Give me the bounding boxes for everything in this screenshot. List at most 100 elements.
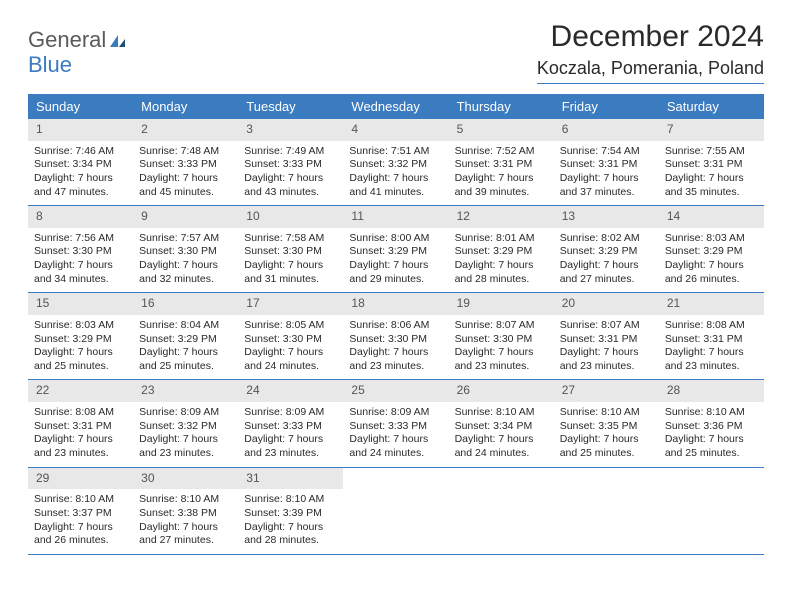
sunrise-line: Sunrise: 7:48 AM (139, 145, 232, 159)
week-row: 29Sunrise: 8:10 AMSunset: 3:37 PMDayligh… (28, 468, 764, 555)
day-header: Wednesday (343, 94, 448, 119)
day-number: 25 (343, 380, 448, 402)
daylight-line: Daylight: 7 hours and 23 minutes. (560, 346, 653, 373)
day-cell: 10Sunrise: 7:58 AMSunset: 3:30 PMDayligh… (238, 206, 343, 292)
day-body: Sunrise: 8:10 AMSunset: 3:34 PMDaylight:… (449, 402, 554, 467)
sunset-line: Sunset: 3:33 PM (349, 420, 442, 434)
daylight-line: Daylight: 7 hours and 47 minutes. (34, 172, 127, 199)
sunrise-line: Sunrise: 8:03 AM (34, 319, 127, 333)
daylight-line: Daylight: 7 hours and 23 minutes. (455, 346, 548, 373)
sunrise-line: Sunrise: 8:06 AM (349, 319, 442, 333)
sunrise-line: Sunrise: 8:04 AM (139, 319, 232, 333)
sunrise-line: Sunrise: 8:00 AM (349, 232, 442, 246)
day-body: Sunrise: 7:46 AMSunset: 3:34 PMDaylight:… (28, 141, 133, 206)
day-number: 10 (238, 206, 343, 228)
day-body: Sunrise: 8:05 AMSunset: 3:30 PMDaylight:… (238, 315, 343, 380)
sunset-line: Sunset: 3:31 PM (560, 333, 653, 347)
day-number: 13 (554, 206, 659, 228)
day-number: 21 (659, 293, 764, 315)
day-body: Sunrise: 7:56 AMSunset: 3:30 PMDaylight:… (28, 228, 133, 293)
day-body: Sunrise: 7:54 AMSunset: 3:31 PMDaylight:… (554, 141, 659, 206)
day-body: Sunrise: 8:06 AMSunset: 3:30 PMDaylight:… (343, 315, 448, 380)
sunset-line: Sunset: 3:37 PM (34, 507, 127, 521)
day-cell (343, 468, 448, 554)
day-number: 23 (133, 380, 238, 402)
daylight-line: Daylight: 7 hours and 23 minutes. (665, 346, 758, 373)
day-cell: 31Sunrise: 8:10 AMSunset: 3:39 PMDayligh… (238, 468, 343, 554)
day-cell: 22Sunrise: 8:08 AMSunset: 3:31 PMDayligh… (28, 380, 133, 466)
day-cell: 26Sunrise: 8:10 AMSunset: 3:34 PMDayligh… (449, 380, 554, 466)
daylight-line: Daylight: 7 hours and 32 minutes. (139, 259, 232, 286)
day-number: 26 (449, 380, 554, 402)
logo-line1: General (28, 27, 106, 52)
day-number: 20 (554, 293, 659, 315)
daylight-line: Daylight: 7 hours and 25 minutes. (34, 346, 127, 373)
day-number: 9 (133, 206, 238, 228)
sunrise-line: Sunrise: 8:07 AM (560, 319, 653, 333)
day-cell: 16Sunrise: 8:04 AMSunset: 3:29 PMDayligh… (133, 293, 238, 379)
daylight-line: Daylight: 7 hours and 26 minutes. (34, 521, 127, 548)
daylight-line: Daylight: 7 hours and 43 minutes. (244, 172, 337, 199)
sunrise-line: Sunrise: 8:09 AM (349, 406, 442, 420)
day-cell: 27Sunrise: 8:10 AMSunset: 3:35 PMDayligh… (554, 380, 659, 466)
daylight-line: Daylight: 7 hours and 34 minutes. (34, 259, 127, 286)
day-body: Sunrise: 8:07 AMSunset: 3:31 PMDaylight:… (554, 315, 659, 380)
sunrise-line: Sunrise: 8:10 AM (560, 406, 653, 420)
day-number: 14 (659, 206, 764, 228)
day-number: 18 (343, 293, 448, 315)
day-cell: 24Sunrise: 8:09 AMSunset: 3:33 PMDayligh… (238, 380, 343, 466)
day-cell: 17Sunrise: 8:05 AMSunset: 3:30 PMDayligh… (238, 293, 343, 379)
day-number: 1 (28, 119, 133, 141)
day-cell: 19Sunrise: 8:07 AMSunset: 3:30 PMDayligh… (449, 293, 554, 379)
daylight-line: Daylight: 7 hours and 24 minutes. (455, 433, 548, 460)
sunset-line: Sunset: 3:38 PM (139, 507, 232, 521)
daylight-line: Daylight: 7 hours and 27 minutes. (560, 259, 653, 286)
sunrise-line: Sunrise: 7:58 AM (244, 232, 337, 246)
day-body: Sunrise: 8:10 AMSunset: 3:39 PMDaylight:… (238, 489, 343, 554)
sunset-line: Sunset: 3:31 PM (34, 420, 127, 434)
day-cell: 11Sunrise: 8:00 AMSunset: 3:29 PMDayligh… (343, 206, 448, 292)
day-body: Sunrise: 8:09 AMSunset: 3:33 PMDaylight:… (238, 402, 343, 467)
sunset-line: Sunset: 3:33 PM (244, 420, 337, 434)
daylight-line: Daylight: 7 hours and 29 minutes. (349, 259, 442, 286)
day-number: 24 (238, 380, 343, 402)
day-cell: 13Sunrise: 8:02 AMSunset: 3:29 PMDayligh… (554, 206, 659, 292)
day-cell: 7Sunrise: 7:55 AMSunset: 3:31 PMDaylight… (659, 119, 764, 205)
day-header: Sunday (28, 94, 133, 119)
day-header: Monday (133, 94, 238, 119)
day-cell: 29 Sunrise: 8:10 AMSunset: 3:37 PMDayligh… (28, 468, 133, 554)
sunrise-line: Sunrise: 7:57 AM (139, 232, 232, 246)
sunrise-line: Sunrise: 8:05 AM (244, 319, 337, 333)
day-cell: 4Sunrise: 7:51 AMSunset: 3:32 PMDaylight… (343, 119, 448, 205)
sunset-line: Sunset: 3:33 PM (244, 158, 337, 172)
sunrise-line: Sunrise: 8:10 AM (34, 493, 127, 507)
daylight-line: Daylight: 7 hours and 25 minutes. (560, 433, 653, 460)
day-number: 29 (28, 468, 133, 490)
logo-sail-icon (108, 30, 128, 53)
daylight-line: Daylight: 7 hours and 37 minutes. (560, 172, 653, 199)
daylight-line: Daylight: 7 hours and 23 minutes. (139, 433, 232, 460)
daylight-line: Daylight: 7 hours and 24 minutes. (349, 433, 442, 460)
daylight-line: Daylight: 7 hours and 28 minutes. (455, 259, 548, 286)
day-header: Friday (554, 94, 659, 119)
day-body: Sunrise: 8:08 AMSunset: 3:31 PMDaylight:… (28, 402, 133, 467)
daylight-line: Daylight: 7 hours and 25 minutes. (665, 433, 758, 460)
daylight-line: Daylight: 7 hours and 35 minutes. (665, 172, 758, 199)
sunrise-line: Sunrise: 8:10 AM (139, 493, 232, 507)
sunrise-line: Sunrise: 8:10 AM (244, 493, 337, 507)
day-body: Sunrise: 7:51 AMSunset: 3:32 PMDaylight:… (343, 141, 448, 206)
day-number: 11 (343, 206, 448, 228)
day-number: 22 (28, 380, 133, 402)
sunset-line: Sunset: 3:31 PM (665, 333, 758, 347)
daylight-line: Daylight: 7 hours and 31 minutes. (244, 259, 337, 286)
location-label: Koczala, Pomerania, Poland (537, 58, 764, 84)
day-headers-row: SundayMondayTuesdayWednesdayThursdayFrid… (28, 94, 764, 119)
day-body: Sunrise: 8:04 AMSunset: 3:29 PMDaylight:… (133, 315, 238, 380)
day-cell: 9Sunrise: 7:57 AMSunset: 3:30 PMDaylight… (133, 206, 238, 292)
daylight-line: Daylight: 7 hours and 26 minutes. (665, 259, 758, 286)
day-number: 30 (133, 468, 238, 490)
sunset-line: Sunset: 3:30 PM (244, 333, 337, 347)
daylight-line: Daylight: 7 hours and 24 minutes. (244, 346, 337, 373)
sunrise-line: Sunrise: 8:02 AM (560, 232, 653, 246)
day-body: Sunrise: 8:08 AMSunset: 3:31 PMDaylight:… (659, 315, 764, 380)
